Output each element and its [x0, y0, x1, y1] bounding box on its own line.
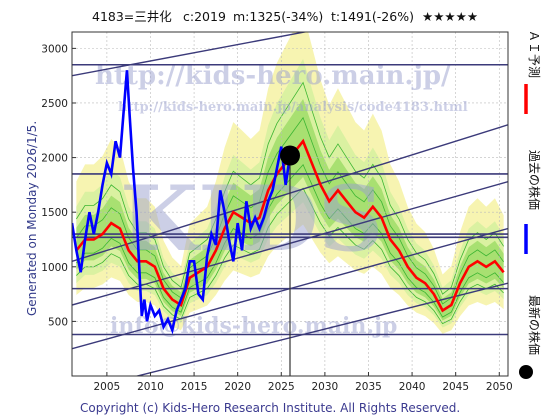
x-tick-label: 2025 — [268, 381, 295, 393]
generated-date-label: Generated on Monday 2026/1/5. — [25, 121, 39, 316]
y-tick-label: 1000 — [41, 262, 68, 274]
y-tick-label: 1500 — [41, 207, 68, 219]
x-tick-label: 2005 — [94, 381, 121, 393]
copyright-footer: Copyright (c) Kids-Hero Research Institu… — [80, 401, 460, 415]
past-price-line — [72, 70, 292, 335]
legend-entry-2: 過去の株価 — [524, 150, 542, 254]
watermark-logo: KIDS — [120, 166, 383, 272]
x-tick-label: 2015 — [181, 381, 208, 393]
header-min-forecast: m:1325(-34%) — [233, 9, 323, 24]
legend-label: 最新の株価 — [527, 295, 542, 355]
header-code-name: 4183=三井化 — [92, 9, 172, 24]
y-tick-label: 2000 — [41, 153, 68, 165]
legend-entry-1: ＡＩ予測 — [524, 30, 541, 114]
y-tick-label: 3000 — [41, 43, 68, 55]
trend-lines — [72, 32, 508, 376]
header-target: t:1491(-26%) — [331, 9, 414, 24]
x-tick-label: 2040 — [399, 381, 426, 393]
x-tick-label: 2035 — [355, 381, 382, 393]
header-stars: ★★★★★ — [422, 9, 478, 24]
latest-markers — [280, 145, 300, 376]
plot-frame — [71, 31, 509, 377]
forecast-band-3 — [76, 98, 504, 321]
x-tick-label: 2045 — [442, 381, 469, 393]
y-tick-label: 2500 — [41, 98, 68, 110]
x-tick-label: 2030 — [312, 381, 339, 393]
watermark-url: http://kids-hero.main.jp/ — [95, 61, 451, 91]
header-current-price: c:2019 — [183, 9, 226, 24]
legend-label: 過去の株価 — [527, 150, 542, 210]
trend-line — [72, 32, 309, 77]
legend-entry-3: 最新の株価 — [519, 295, 542, 379]
watermark-analysis-url: http://kids-hero.main.jp/analysis/code41… — [118, 100, 468, 115]
x-tick-label: 2010 — [137, 381, 164, 393]
legend-swatch-dot — [519, 365, 533, 379]
envelope-line-2 — [76, 116, 504, 305]
y-axis: 500 1000 1500 2000 2500 3000 — [41, 43, 76, 328]
legend-label: ＡＩ予測 — [527, 30, 541, 78]
x-tick-label: 2020 — [224, 381, 251, 393]
x-axis: 2005 2010 2015 2020 2025 2030 2035 2040 2045 2050 — [94, 372, 513, 393]
x-tick-label: 2050 — [486, 381, 513, 393]
latest-price-dot — [280, 145, 300, 166]
y-tick-label: 500 — [48, 316, 68, 328]
